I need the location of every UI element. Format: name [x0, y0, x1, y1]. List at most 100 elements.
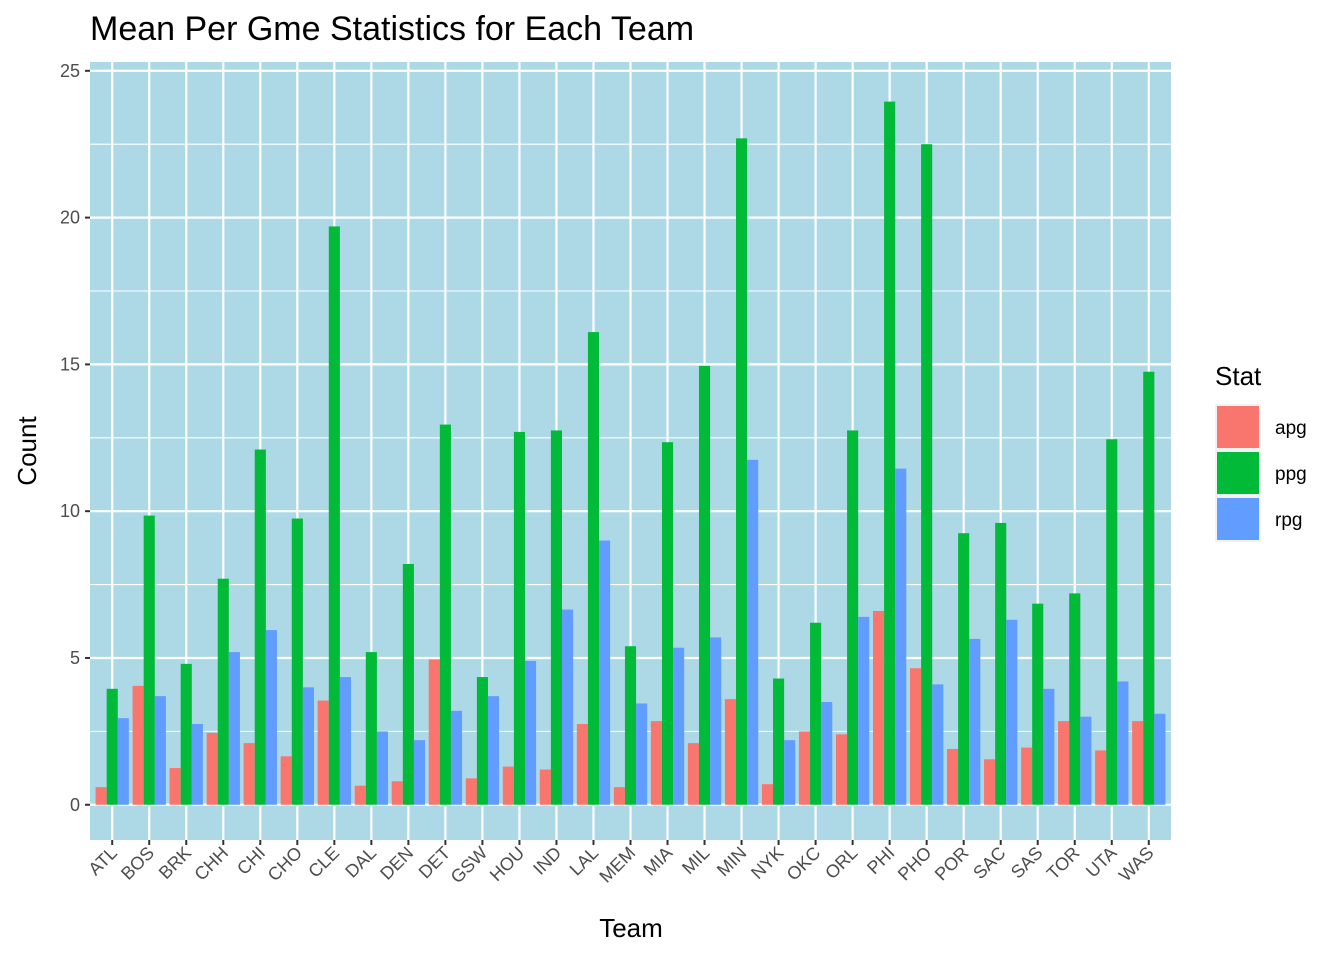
x-tick-label: NYK — [747, 843, 787, 883]
bar-ppg — [698, 365, 711, 805]
bar-rpg — [969, 638, 981, 805]
x-tick-label: MIN — [713, 843, 750, 880]
bar-ppg — [736, 138, 748, 805]
bar-apg — [206, 732, 218, 805]
x-tick-label: MEM — [595, 843, 639, 887]
bar-apg — [761, 784, 774, 805]
x-tick-label: BRK — [155, 843, 195, 883]
bar-apg — [910, 668, 922, 805]
x-tick-label: SAS — [1007, 843, 1047, 883]
bar-rpg — [599, 540, 611, 805]
x-tick-label: DEN — [376, 843, 417, 884]
bar-apg — [872, 611, 885, 805]
bar-apg — [835, 734, 848, 805]
x-tick-label: IND — [529, 843, 565, 879]
bar-rpg — [710, 637, 722, 805]
x-tick-label: PHI — [863, 843, 898, 878]
bar-ppg — [921, 144, 933, 805]
bar-rpg — [821, 702, 833, 805]
x-tick-label: DET — [415, 843, 455, 883]
bar-apg — [613, 787, 625, 805]
bar-apg — [95, 787, 107, 805]
bar-rpg — [932, 684, 944, 805]
bar-rpg — [376, 731, 389, 805]
chart-title: Mean Per Gme Statistics for Each Team — [90, 10, 694, 48]
bar-ppg — [143, 515, 155, 805]
bar-ppg — [810, 622, 822, 805]
x-tick-label: TOR — [1043, 843, 1084, 884]
bar-ppg — [958, 533, 970, 805]
bar-ppg — [1069, 593, 1081, 805]
legend-key-apg — [1217, 406, 1259, 448]
bar-rpg — [1154, 713, 1166, 805]
bar-apg — [280, 756, 292, 805]
y-tick-label: 20 — [60, 208, 80, 228]
bar-apg — [354, 785, 366, 805]
legend-key-ppg — [1217, 452, 1259, 494]
bar-rpg — [450, 710, 463, 805]
bar-apg — [465, 778, 477, 805]
x-tick-label: BOS — [117, 843, 158, 884]
bar-rpg — [636, 703, 648, 805]
bar-ppg — [1032, 603, 1044, 805]
bar-rpg — [1006, 619, 1018, 805]
bar-apg — [650, 721, 662, 805]
bar-ppg — [847, 430, 859, 805]
bar-ppg — [1143, 371, 1155, 805]
bar-rpg — [228, 652, 240, 805]
bar-apg — [1058, 721, 1070, 805]
y-tick-label: 0 — [70, 795, 80, 815]
bar-apg — [687, 743, 699, 805]
bar-rpg — [562, 609, 574, 805]
bar-apg — [1095, 750, 1107, 805]
bar-apg — [984, 759, 996, 805]
bar-ppg — [439, 424, 451, 805]
bar-rpg — [1043, 688, 1055, 805]
bar-ppg — [884, 101, 896, 805]
bar-rpg — [339, 677, 351, 805]
bar-apg — [428, 659, 440, 805]
y-tick-label: 10 — [60, 501, 80, 521]
bar-apg — [243, 743, 255, 805]
x-axis-title: Team — [599, 913, 663, 943]
x-tick-label: MIA — [640, 843, 677, 880]
bar-apg — [1021, 747, 1033, 805]
bar-apg — [947, 748, 959, 805]
bar-ppg — [365, 652, 377, 805]
bar-ppg — [476, 677, 488, 805]
legend-label-ppg: ppg — [1275, 464, 1307, 485]
x-tick-label: ATL — [84, 843, 121, 880]
x-tick-label: CHH — [190, 843, 232, 885]
bar-ppg — [254, 449, 266, 805]
bar-apg — [798, 731, 811, 805]
bar-rpg — [413, 740, 426, 805]
legend-label-rpg: rpg — [1275, 510, 1302, 531]
bar-ppg — [106, 688, 118, 805]
bar-ppg — [402, 564, 414, 805]
bar-rpg — [487, 696, 500, 805]
legend-title: Stat — [1215, 361, 1262, 391]
x-tick-label: POR — [931, 843, 973, 885]
x-tick-label: SAC — [969, 843, 1009, 883]
y-axis-title: Count — [12, 416, 42, 486]
x-tick-label: UTA — [1082, 843, 1121, 882]
bar-rpg — [1117, 681, 1129, 805]
legend-key-rpg — [1217, 498, 1259, 540]
y-tick-label: 15 — [60, 354, 80, 374]
bar-rpg — [673, 647, 685, 805]
bar-ppg — [217, 578, 229, 805]
bar-rpg — [302, 687, 314, 805]
x-tick-label: ORL — [821, 843, 861, 883]
y-tick-label: 25 — [60, 61, 80, 81]
x-tick-label: CHO — [264, 843, 306, 885]
bar-ppg — [550, 430, 563, 805]
bar-rpg — [784, 740, 796, 805]
bar-rpg — [524, 660, 537, 805]
x-tick-label: CLE — [304, 843, 343, 882]
bar-ppg — [291, 518, 303, 805]
bar-rpg — [1080, 716, 1092, 805]
bar-rpg — [895, 468, 907, 805]
bar-apg — [1132, 721, 1144, 805]
